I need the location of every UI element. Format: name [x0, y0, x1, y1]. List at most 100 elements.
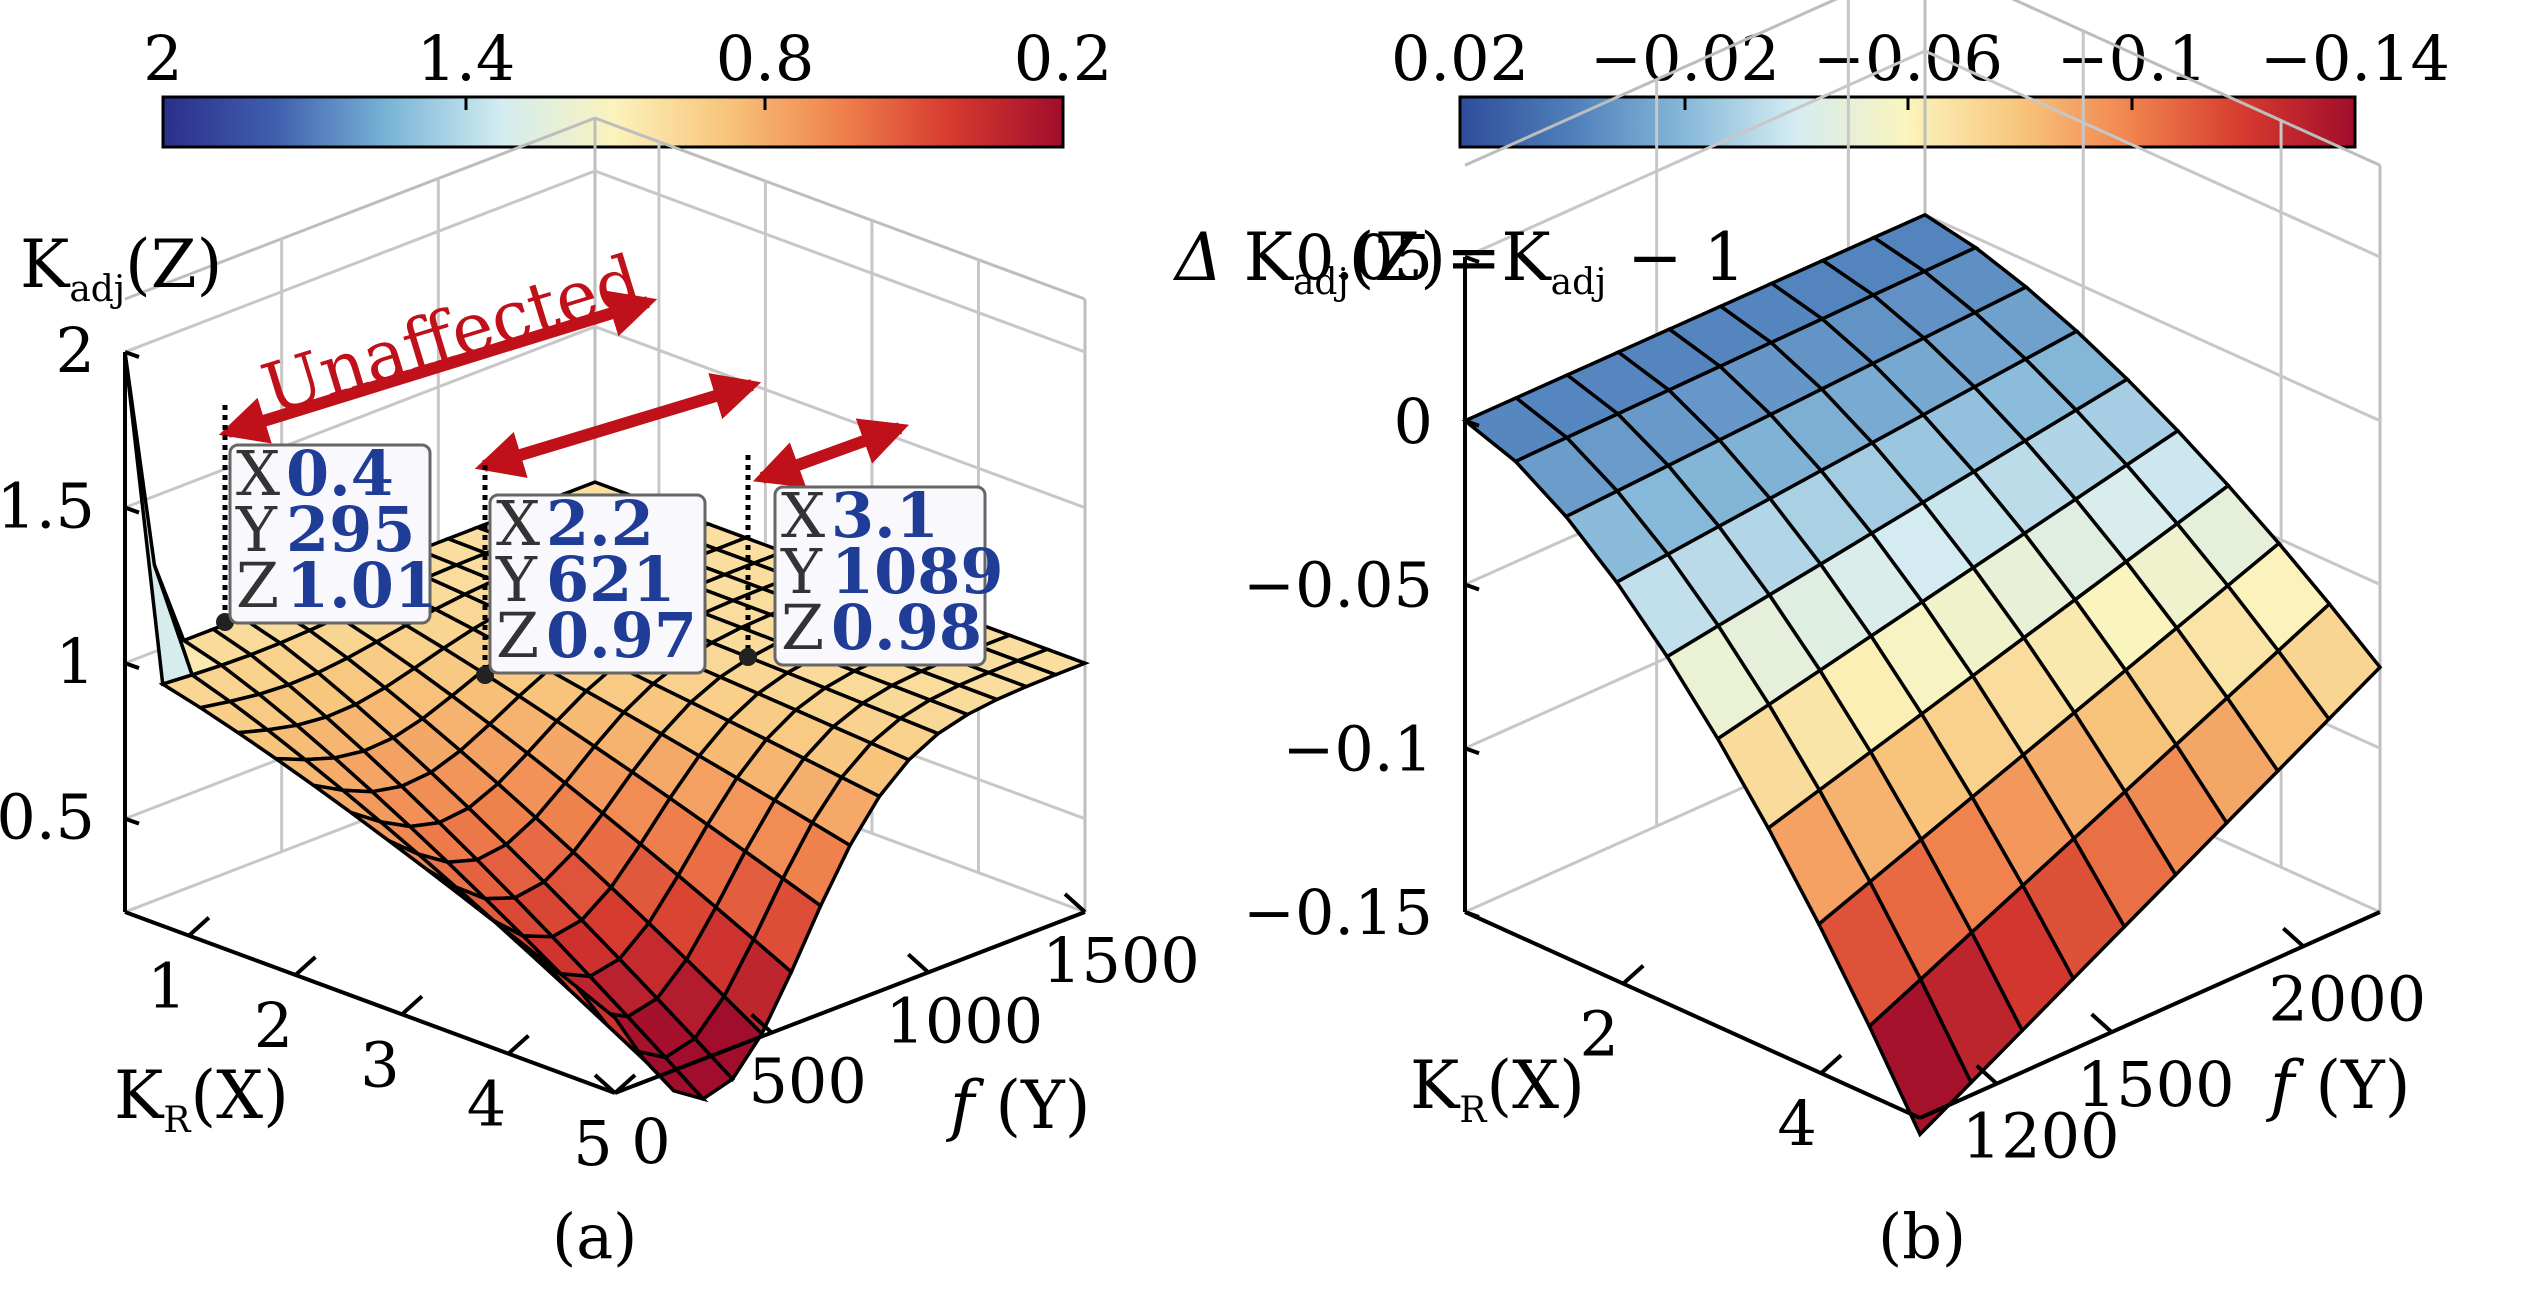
x-ticklabel: 5: [573, 1107, 612, 1180]
colorbar-a: [161, 95, 1065, 149]
panel-b: 0.02 −0.02 −0.06 −0.1 −0.14 0.050−0.05−0.1−0…: [1172, 0, 2450, 1273]
surface-cell: [575, 986, 646, 1062]
x-axis: [124, 910, 616, 1095]
x-ticklabel: 3: [360, 1028, 399, 1101]
z-tick: [1464, 746, 1480, 756]
datatip-key: X: [496, 487, 540, 560]
y-ticklabel: 1200: [1962, 1100, 2120, 1173]
x-tick: [400, 994, 424, 1016]
colorbar-b-ticklabel: −0.1: [2057, 22, 2208, 95]
colorbar-a-ticklabel: 0.2: [1014, 22, 1113, 95]
datatip-box: [773, 485, 987, 667]
x-tick: [613, 1073, 637, 1095]
datatip-value: 2.2: [546, 487, 654, 560]
x-ticklabel: 1: [147, 950, 186, 1023]
z-tick: [124, 505, 140, 515]
x-axis: [1464, 910, 1921, 1120]
datatip-key: Y: [495, 543, 538, 616]
z-ticklabel: 1.5: [0, 470, 95, 543]
z-ticklabel: 2: [56, 314, 95, 387]
unaffected-arrow: [218, 290, 658, 444]
y-tick: [906, 952, 930, 974]
colorbar-b-ticklabel: −0.02: [1590, 22, 1780, 95]
datatip-marker: [739, 648, 757, 666]
caption-b: (b): [1878, 1200, 1966, 1273]
datatip-value: 621: [546, 543, 675, 616]
z-gridline: [1464, 49, 2381, 259]
colorbar-b-ticklabel: −0.14: [2260, 22, 2450, 95]
z-ticklabel: −0.15: [1243, 876, 1433, 949]
colorbar-a-ticklabel: 0.8: [716, 22, 815, 95]
z-tick: [124, 350, 140, 359]
colorbar-a-ticklabel: 2: [143, 22, 182, 95]
range-arrow-3: [752, 418, 910, 488]
datatip-marker: [476, 666, 494, 684]
z-tick: [124, 816, 140, 826]
z-ticklabel: −0.1: [1282, 712, 1433, 785]
box-edge: [1464, 0, 2381, 167]
box-edge: [124, 116, 1086, 301]
ylabel-b: f (Y): [2265, 1047, 2411, 1124]
datatip-key: Z: [236, 549, 279, 622]
z-tick: [1464, 582, 1480, 592]
ylabel-a: f (Y): [945, 1067, 1091, 1144]
x-tick: [1819, 1053, 1843, 1075]
datatip-key: Y: [235, 493, 278, 566]
z-tick: [1464, 910, 1480, 919]
datatip-key: Y: [780, 535, 823, 608]
x-ticklabel: 4: [1777, 1087, 1816, 1160]
datatip-key: Z: [781, 591, 824, 664]
datatip-value: 295: [286, 493, 415, 566]
datatip-value: 0.98: [831, 591, 982, 664]
datatip-key: X: [236, 437, 280, 510]
z-ticklabel: 0.05: [1295, 221, 1433, 294]
y-tick: [1063, 892, 1087, 914]
xlabel-a: KR(X): [114, 1057, 289, 1141]
zlabel-b: Δ Kadj(Z)=Kadj − 1: [1172, 219, 1746, 303]
x-ticklabel: 2: [254, 989, 293, 1062]
surface-cell: [1867, 976, 1974, 1138]
y-tick: [593, 1073, 617, 1095]
colorbar-b-ticklabel: 0.02: [1391, 22, 1529, 95]
y-ticklabel: 1000: [885, 984, 1043, 1057]
y-ticklabel: 2000: [2268, 962, 2426, 1035]
caption-a: (a): [552, 1200, 637, 1273]
y-axis: [614, 910, 1086, 1095]
unaffected-label: Unaffected: [253, 239, 650, 432]
datatip-key: X: [781, 479, 825, 552]
z-ticklabel: −0.05: [1243, 549, 1433, 622]
datatip-value: 0.4: [286, 437, 394, 510]
datatip-value: 0.97: [546, 599, 697, 672]
datatip-box: [228, 443, 432, 625]
y-tick: [1975, 1064, 1999, 1086]
z-ticklabel: 0: [1394, 385, 1433, 458]
y-tick: [2090, 1012, 2114, 1034]
x-ticklabel: 2: [1580, 998, 1619, 1071]
colorbar-a-ticklabel: 1.4: [417, 22, 516, 95]
datatip-value: 1089: [831, 535, 1004, 608]
x-tick: [294, 955, 317, 977]
z-tick: [1464, 418, 1480, 428]
y-tick: [2281, 926, 2305, 948]
datatip-value: 1.01: [286, 549, 437, 622]
z-tick: [1464, 255, 1480, 264]
y-tick: [750, 1013, 774, 1035]
zlabel-a: Kadj(Z): [20, 226, 222, 310]
datatip-key: Z: [496, 599, 539, 672]
x-tick: [187, 916, 211, 938]
y-ticklabel: 1500: [2077, 1048, 2235, 1121]
x-ticklabel: 4: [467, 1068, 506, 1141]
datatip-box: [488, 493, 707, 675]
x-tick: [507, 1034, 530, 1056]
z-ticklabel: 0.5: [0, 781, 95, 854]
range-arrow-2: [474, 373, 762, 478]
y-ticklabel: 500: [748, 1045, 866, 1118]
z-tick: [124, 661, 140, 670]
z-ticklabel: 1: [56, 625, 95, 698]
x-tick: [1621, 964, 1645, 986]
